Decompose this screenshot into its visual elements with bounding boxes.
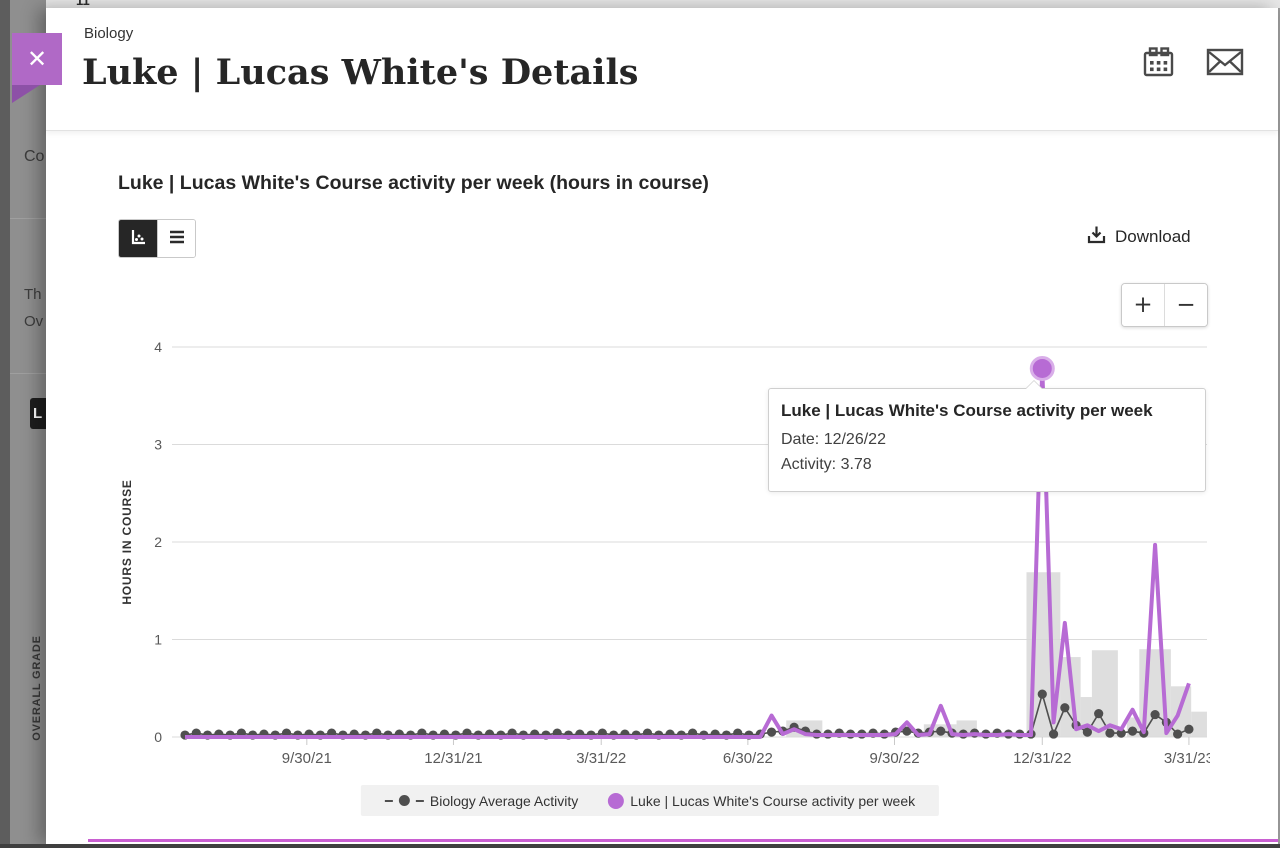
dimmed-background-top: 11 bbox=[46, 0, 1280, 8]
download-button[interactable]: Download bbox=[1086, 224, 1191, 250]
envelope-icon bbox=[1206, 48, 1244, 80]
table-view-button[interactable] bbox=[157, 220, 195, 257]
chart-title: Luke | Lucas White's Course activity per… bbox=[118, 172, 709, 194]
zoom-out-button[interactable]: − bbox=[1164, 284, 1207, 326]
svg-text:3/31/22: 3/31/22 bbox=[576, 750, 626, 767]
zoom-in-button[interactable]: + bbox=[1122, 284, 1164, 326]
ribbon-tail bbox=[12, 85, 40, 103]
close-icon: ✕ bbox=[26, 45, 48, 73]
svg-text:12/31/21: 12/31/21 bbox=[424, 750, 482, 767]
svg-text:3/31/23: 3/31/23 bbox=[1164, 750, 1210, 767]
tooltip-caret bbox=[1025, 381, 1043, 390]
svg-text:1: 1 bbox=[154, 632, 162, 648]
legend-label: Biology Average Activity bbox=[429, 792, 579, 809]
legend-line-marker bbox=[384, 799, 393, 802]
tooltip-activity: Activity: 3.78 bbox=[781, 456, 872, 473]
background-text-fragment: Ov bbox=[24, 313, 44, 330]
legend-dot-marker-purple bbox=[608, 792, 625, 809]
download-label: Download bbox=[1115, 227, 1191, 246]
course-name: Biology bbox=[84, 25, 134, 42]
svg-text:4: 4 bbox=[154, 339, 162, 355]
svg-text:3: 3 bbox=[154, 437, 162, 453]
bar-chart-icon bbox=[128, 227, 148, 250]
bottom-accent-line bbox=[88, 839, 1278, 842]
panel-header: Biology Luke | Lucas White's Details bbox=[46, 8, 1278, 131]
overall-grade-label: OVERALL GRADE bbox=[31, 635, 43, 741]
svg-text:12/31/22: 12/31/22 bbox=[1013, 750, 1071, 767]
svg-text:0: 0 bbox=[154, 729, 162, 745]
download-icon bbox=[1086, 224, 1107, 250]
background-divider bbox=[0, 218, 46, 219]
close-button[interactable]: ✕ bbox=[12, 33, 62, 85]
chart-tooltip: Luke | Lucas White's Course activity per… bbox=[768, 380, 1206, 492]
background-text-fragment: 11 bbox=[76, 0, 90, 8]
page-title: Luke | Lucas White's Details bbox=[82, 52, 639, 93]
legend-line-marker bbox=[415, 799, 424, 802]
student-avatar-chip: L bbox=[30, 398, 46, 429]
background-text-fragment: Th bbox=[24, 286, 42, 303]
calendar-icon bbox=[1142, 47, 1176, 81]
svg-text:HOURS IN COURSE: HOURS IN COURSE bbox=[120, 479, 134, 604]
legend-dot-marker bbox=[398, 795, 410, 806]
svg-text:9/30/21: 9/30/21 bbox=[282, 750, 332, 767]
chart-legend: Biology Average Activity Luke | Lucas Wh… bbox=[360, 785, 940, 816]
tooltip-date: Date: 12/26/22 bbox=[781, 431, 886, 448]
legend-label: Luke | Lucas White's Course activity per… bbox=[630, 792, 916, 809]
svg-text:6/30/22: 6/30/22 bbox=[723, 750, 773, 767]
zoom-controls: + − bbox=[1121, 283, 1208, 327]
svg-text:2: 2 bbox=[154, 534, 162, 550]
list-icon bbox=[168, 229, 186, 248]
svg-text:9/30/22: 9/30/22 bbox=[869, 750, 919, 767]
chart-view-button[interactable] bbox=[119, 220, 157, 257]
background-divider bbox=[0, 373, 46, 374]
message-button[interactable] bbox=[1204, 44, 1246, 83]
header-actions bbox=[1140, 44, 1246, 83]
activity-chart[interactable]: 0 1 2 3 4 9/30/21 12/31/21 3/31/22 6/30/22 9/30/2… bbox=[118, 330, 1210, 780]
bottom-border bbox=[0, 844, 1280, 848]
background-sidebar-rail bbox=[0, 0, 10, 848]
background-text-fragment: Co bbox=[24, 148, 45, 165]
tooltip-title: Luke | Lucas White's Course activity per… bbox=[781, 401, 1153, 420]
legend-item-student[interactable]: Luke | Lucas White's Course activity per… bbox=[608, 792, 916, 809]
calendar-button[interactable] bbox=[1140, 44, 1178, 83]
view-toggle-group bbox=[118, 219, 196, 258]
legend-item-average[interactable]: Biology Average Activity bbox=[384, 792, 579, 809]
